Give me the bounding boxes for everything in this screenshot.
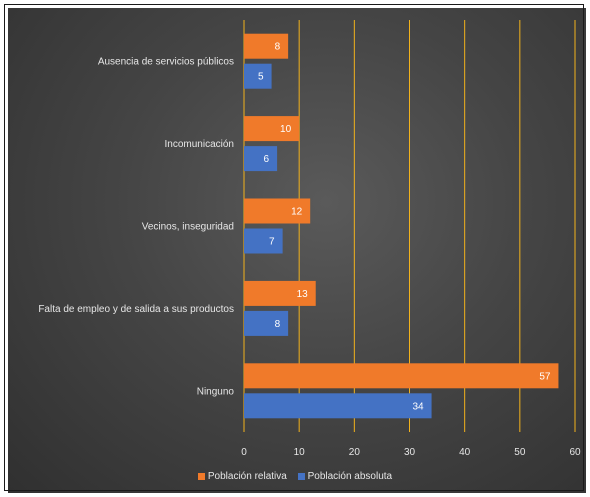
data-label-s1-cat-2: 7 xyxy=(269,237,275,248)
bar-s1-cat-2 xyxy=(244,228,283,254)
x-tick-label-20: 20 xyxy=(349,447,361,458)
bar-s0-cat-2 xyxy=(244,198,311,224)
data-label-s0-cat-0: 8 xyxy=(275,42,281,53)
category-label-4: Ninguno xyxy=(197,386,235,397)
bar-s1-cat-4 xyxy=(244,393,432,419)
data-label-s1-cat-4: 34 xyxy=(412,401,424,412)
bar-s1-cat-0 xyxy=(244,63,272,89)
data-label-s0-cat-2: 12 xyxy=(291,207,303,218)
legend-label-relativa: Población relativa xyxy=(207,471,287,482)
category-label-3: Falta de empleo y de salida a sus produc… xyxy=(38,304,234,315)
data-label-s1-cat-3: 8 xyxy=(275,319,281,330)
x-tick-label-40: 40 xyxy=(459,447,471,458)
legend-swatch-absoluta xyxy=(297,473,305,480)
data-label-s1-cat-1: 6 xyxy=(264,154,270,165)
legend-item-relativa: Población relativa xyxy=(197,471,287,482)
data-label-s0-cat-3: 13 xyxy=(297,289,309,300)
bar-s1-cat-3 xyxy=(244,310,289,336)
data-label-s0-cat-1: 10 xyxy=(280,124,292,135)
data-label-s1-cat-0: 5 xyxy=(258,72,264,83)
x-tick-label-30: 30 xyxy=(404,447,416,458)
x-tick-label-50: 50 xyxy=(514,447,526,458)
category-label-1: Incomunicación xyxy=(165,139,234,150)
category-label-2: Vecinos, inseguridad xyxy=(142,222,234,233)
bar-s0-cat-3 xyxy=(244,280,316,306)
legend-swatch-relativa xyxy=(197,473,205,480)
bar-s0-cat-4 xyxy=(244,363,559,389)
legend-item-absoluta: Población absoluta xyxy=(297,471,393,482)
legend: Población relativa Población absoluta xyxy=(0,471,590,483)
x-tick-label-0: 0 xyxy=(241,447,247,458)
x-tick-labels: 0 10 20 30 40 50 60 xyxy=(241,447,581,458)
bars: 8 5 10 6 12 7 13 8 57 34 xyxy=(244,33,559,419)
bar-s0-cat-0 xyxy=(244,33,289,59)
chart-frame xyxy=(4,4,584,491)
bar-s1-cat-1 xyxy=(244,146,278,172)
legend-label-absoluta: Población absoluta xyxy=(307,471,393,482)
category-label-0: Ausencia de servicios públicos xyxy=(98,57,234,68)
category-labels: Ausencia de servicios públicos Incomunica… xyxy=(38,57,234,398)
x-tick-label-10: 10 xyxy=(294,447,306,458)
x-tick-label-60: 60 xyxy=(569,447,581,458)
bar-s0-cat-1 xyxy=(244,116,300,142)
data-label-s0-cat-4: 57 xyxy=(539,371,551,382)
